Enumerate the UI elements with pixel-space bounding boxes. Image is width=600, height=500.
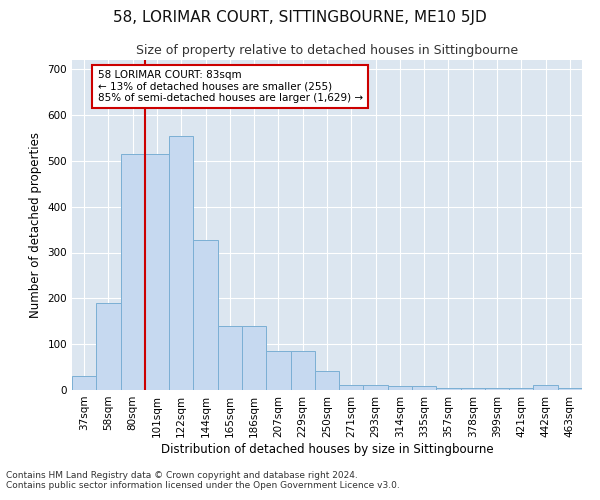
Bar <box>169 136 193 390</box>
Bar <box>96 303 121 390</box>
Bar <box>315 371 339 390</box>
Text: 58 LORIMAR COURT: 83sqm
← 13% of detached houses are smaller (255)
85% of semi-d: 58 LORIMAR COURT: 83sqm ← 13% of detache… <box>97 70 362 103</box>
Bar <box>436 388 461 390</box>
Text: Contains HM Land Registry data © Crown copyright and database right 2024.
Contai: Contains HM Land Registry data © Crown c… <box>6 470 400 490</box>
Bar <box>485 388 509 390</box>
Bar <box>145 154 169 390</box>
Bar <box>193 240 218 390</box>
Bar <box>412 386 436 390</box>
Bar <box>364 384 388 390</box>
Bar <box>290 351 315 390</box>
Bar <box>509 388 533 390</box>
Bar <box>558 388 582 390</box>
Bar <box>339 384 364 390</box>
Bar <box>266 351 290 390</box>
Bar <box>388 386 412 390</box>
Bar <box>72 376 96 390</box>
Title: Size of property relative to detached houses in Sittingbourne: Size of property relative to detached ho… <box>136 44 518 58</box>
Bar <box>533 386 558 390</box>
Bar <box>218 326 242 390</box>
Text: 58, LORIMAR COURT, SITTINGBOURNE, ME10 5JD: 58, LORIMAR COURT, SITTINGBOURNE, ME10 5… <box>113 10 487 25</box>
Bar <box>461 388 485 390</box>
Y-axis label: Number of detached properties: Number of detached properties <box>29 132 42 318</box>
Bar <box>242 326 266 390</box>
Bar <box>121 154 145 390</box>
X-axis label: Distribution of detached houses by size in Sittingbourne: Distribution of detached houses by size … <box>161 442 493 456</box>
